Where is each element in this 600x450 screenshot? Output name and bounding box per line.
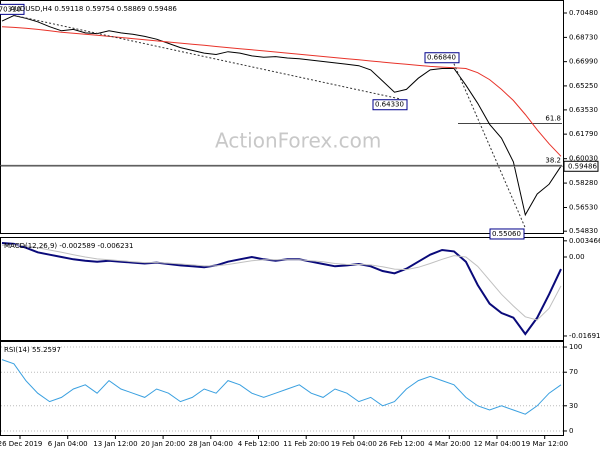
fib-label: 38.2 [545,156,561,164]
last-price-box [563,160,599,172]
annotation-box [372,99,408,111]
annotation-box [0,3,25,15]
series-line [1,359,562,415]
panel-title: AUDUSD,H4 0.59118 0.59754 0.58869 0.5948… [10,5,177,13]
annotation-label: 0.55060 [492,230,521,238]
y-tick-label: 0.00 [569,253,585,261]
x-tick-label: 6 Jan 04:00 [48,440,88,448]
y-tick-label: 0.003466 [569,237,600,245]
x-tick-label: 11 Feb 20:00 [283,440,329,448]
y-tick-label: 30 [569,402,578,410]
y-tick-label: 0.58280 [569,179,598,187]
y-tick-label: 70 [569,368,578,376]
y-tick-label: 0 [569,427,573,435]
x-tick-label: 28 Jan 04:00 [189,440,233,448]
x-tick-label: 19 Mar 12:00 [521,440,568,448]
x-tick-label: 12 Mar 04:00 [474,440,521,448]
x-tick-label: 26 Feb 12:00 [379,440,425,448]
trend-line [453,63,526,229]
y-tick-label: 0.63530 [569,106,598,114]
annotation-box [489,228,525,240]
last-price-label: 0.59486 [568,162,597,170]
annotation-label: 0.70310 [0,5,21,13]
series-line [1,244,562,321]
series-line [1,26,562,157]
y-tick-label: 0.61790 [569,130,598,138]
fib-label: 61.8 [545,115,561,123]
y-tick-label: -0.016919 [569,332,600,340]
y-tick-label: 100 [569,343,582,351]
series-line [1,14,562,217]
y-tick-label: 0.70480 [569,9,598,17]
x-tick-label: 20 Jan 20:00 [141,440,185,448]
y-tick-label: 0.66990 [569,58,598,66]
x-tick-label: 4 Feb 12:00 [238,440,279,448]
price-panel [0,0,564,234]
watermark: ActionForex.com [215,129,381,153]
trend-line [13,14,400,100]
y-tick-label: 0.56530 [569,203,598,211]
annotation-label: 0.64330 [375,101,404,109]
x-tick-label: 13 Jan 12:00 [93,440,137,448]
y-tick-label: 0.65250 [569,82,598,90]
panel-title: RSI(14) 55.2597 [4,346,61,354]
panel-title: MACD(12,26,9) -0.002589 -0.006231 [4,242,133,250]
x-tick-label: 19 Feb 04:00 [331,440,377,448]
y-tick-label: 0.68730 [569,33,598,41]
y-tick-label: 0.60030 [569,155,598,163]
x-tick-label: 4 Mar 20:00 [428,440,470,448]
annotation-box [424,52,460,64]
x-tick-label: 26 Dec 2019 [0,440,42,448]
macd-panel [0,237,564,341]
annotation-label: 0.66840 [427,54,456,62]
y-tick-label: 0.54830 [569,227,598,235]
rsi-panel [0,341,564,436]
